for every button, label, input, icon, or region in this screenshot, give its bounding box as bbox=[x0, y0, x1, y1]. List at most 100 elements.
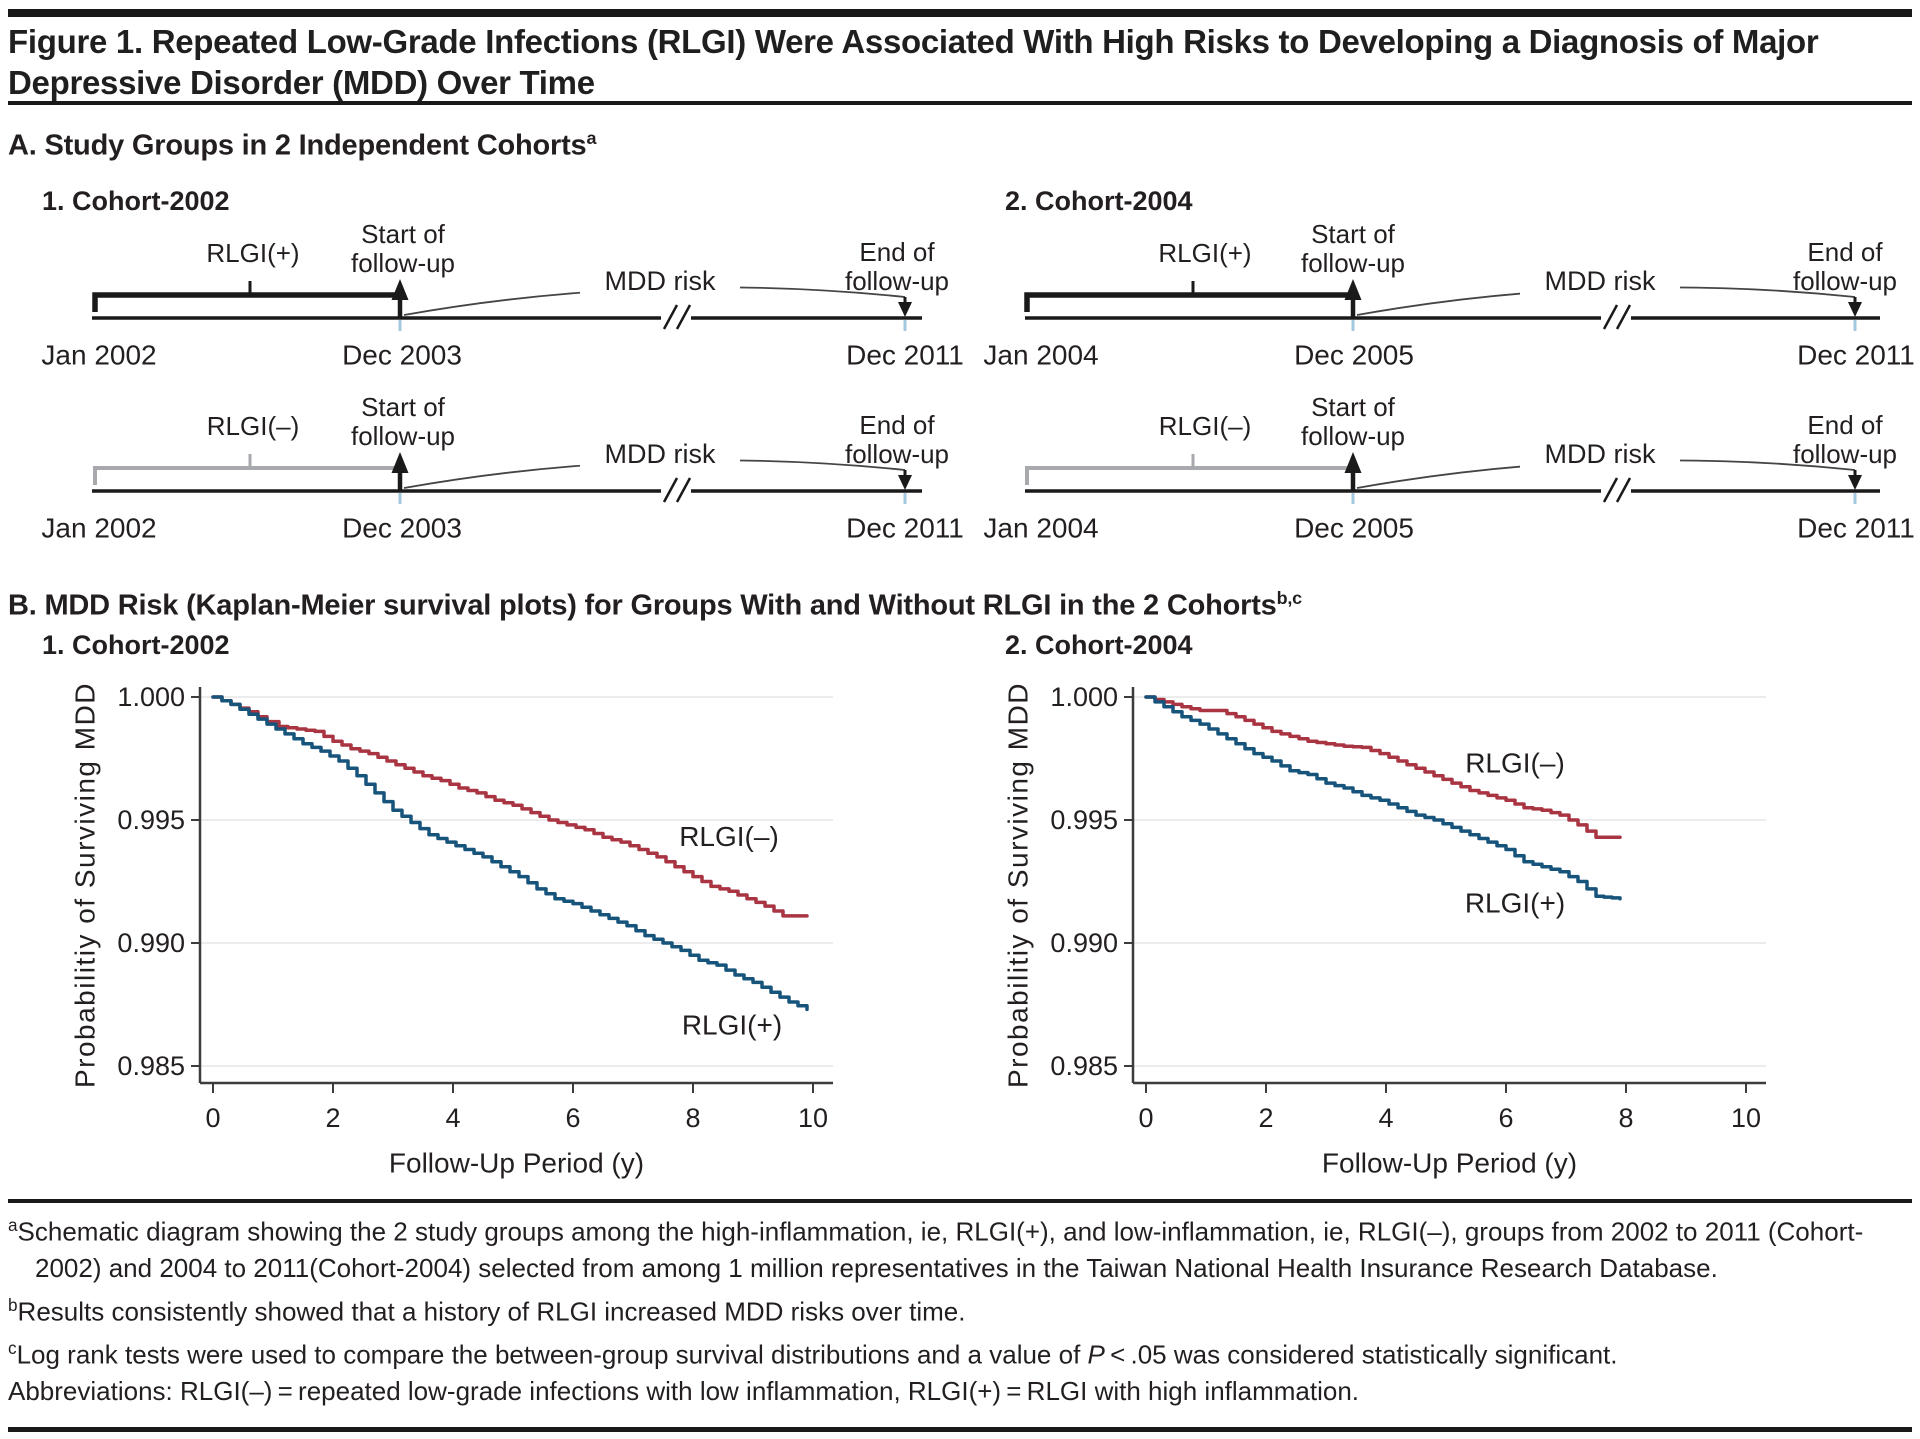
x-axis-title: Follow-Up Period (y) bbox=[1322, 1148, 1577, 1179]
start-date-tick bbox=[1351, 320, 1355, 331]
start-follow-up-label-line2: follow-up bbox=[351, 248, 455, 278]
start-arrow-head bbox=[391, 279, 409, 300]
y-tick-label: 0.985 bbox=[1050, 1051, 1118, 1081]
date-label: Dec 2003 bbox=[342, 513, 462, 544]
km-curve-rlgi-neg bbox=[1144, 695, 1622, 839]
x-tick-label: 0 bbox=[1138, 1103, 1153, 1133]
rlgi-period-bracket bbox=[93, 466, 396, 485]
footnote-b-text: Results consistently showed that a histo… bbox=[17, 1296, 966, 1327]
timeline-cohort2002-rlgi-pos: MDD risk RLGI(+) Start of follow-up End of fo… bbox=[35, 215, 985, 390]
series-label-rlgi-neg: RLGI(–) bbox=[1465, 747, 1565, 778]
group-label: RLGI(–) bbox=[1159, 411, 1251, 441]
rlgi-period-bracket bbox=[1025, 466, 1349, 485]
km-plot-svg: 1.000 0.995 0.990 0.985 0 2 4 6 8 10 Probabilitiy … bbox=[70, 682, 833, 1179]
km-curve-rlgi-pos bbox=[1144, 695, 1622, 901]
section-b-heading-text: B. MDD Risk (Kaplan-Meier survival plots… bbox=[8, 589, 1277, 622]
end-follow-up-label-line1: End of bbox=[859, 237, 935, 267]
date-label: Dec 2005 bbox=[1294, 340, 1414, 371]
axis-break-slash-1 bbox=[1602, 304, 1619, 330]
x-tick-label: 6 bbox=[565, 1103, 580, 1133]
km-plot-svg: 1.000 0.995 0.990 0.985 0 2 4 6 8 10 Probabilitiy … bbox=[1003, 682, 1766, 1179]
x-axis-title: Follow-Up Period (y) bbox=[389, 1148, 644, 1179]
date-label: Dec 2011 bbox=[1797, 513, 1915, 544]
rlgi-period-bracket bbox=[1024, 292, 1349, 312]
end-date-tick bbox=[903, 320, 907, 331]
x-tick-label: 4 bbox=[445, 1103, 460, 1133]
top-bar bbox=[8, 9, 1912, 17]
panel-b-cohort2-subtitle: 2. Cohort-2004 bbox=[1005, 630, 1193, 660]
start-follow-up-label-line2: follow-up bbox=[351, 421, 455, 451]
mdd-risk-label-bg bbox=[580, 266, 740, 296]
start-follow-up-label-line1: Start of bbox=[1311, 392, 1396, 422]
date-label: Dec 2011 bbox=[1797, 340, 1915, 371]
footnote-abbreviations: Abbreviations: RLGI(–) = repeated low-gr… bbox=[8, 1375, 1360, 1406]
timeline-cohort2002-rlgi-neg: MDD risk RLGI(–) Start of follow-up End of fo… bbox=[35, 388, 985, 563]
start-follow-up-label-line2: follow-up bbox=[1301, 248, 1405, 278]
end-date-tick bbox=[1853, 320, 1857, 331]
axis-break-gap bbox=[661, 480, 691, 502]
axis-break-slash-2 bbox=[1615, 304, 1632, 330]
series-label-rlgi-neg: RLGI(–) bbox=[679, 821, 779, 852]
section-b-heading: B. MDD Risk (Kaplan-Meier survival plots… bbox=[8, 588, 1302, 623]
date-label: Jan 2004 bbox=[983, 513, 1098, 544]
bottom-rule bbox=[8, 1427, 1912, 1432]
footnote-c-text-before: Log rank tests were used to compare the … bbox=[16, 1339, 1088, 1370]
end-arrow-head bbox=[898, 475, 912, 490]
start-follow-up-label-line1: Start of bbox=[1311, 219, 1396, 249]
footnote-b: bResults consistently showed that a hist… bbox=[8, 1287, 1908, 1330]
timeline-cohort2004-rlgi-pos: MDD risk RLGI(+) Start of follow-up End of fo… bbox=[965, 215, 1915, 390]
end-follow-up-label-line2: follow-up bbox=[1793, 266, 1897, 296]
start-arrow-head bbox=[1344, 452, 1362, 473]
start-date-tick bbox=[398, 493, 402, 504]
mdd-risk-label-bg bbox=[1520, 266, 1680, 296]
footnote-divider-rule bbox=[8, 1199, 1912, 1203]
date-label: Dec 2005 bbox=[1294, 513, 1414, 544]
y-tick-label: 1.000 bbox=[1050, 682, 1118, 712]
km-plot-cohort2002: 1.000 0.995 0.990 0.985 0 2 4 6 8 10 Probabilitiy … bbox=[70, 660, 860, 1180]
mdd-risk-label-bg bbox=[1520, 439, 1680, 469]
end-arrow-head bbox=[1848, 475, 1862, 490]
axis-break-slash-1 bbox=[662, 304, 679, 330]
footnote-c-p-symbol: P bbox=[1087, 1339, 1105, 1370]
mdd-risk-label: MDD risk bbox=[1545, 266, 1656, 296]
timeline-cohort2004-rlgi-neg: MDD risk RLGI(–) Start of follow-up End of fo… bbox=[965, 388, 1915, 563]
end-date-tick bbox=[903, 493, 907, 504]
series-label-rlgi-pos: RLGI(+) bbox=[1465, 887, 1565, 918]
section-a-footnote-marker: a bbox=[586, 128, 597, 148]
x-tick-label: 4 bbox=[1378, 1103, 1393, 1133]
y-tick-label: 1.000 bbox=[117, 682, 185, 712]
y-axis-title: Probabilitiy of Surviving MDD bbox=[1003, 682, 1034, 1088]
footnote-b-marker: b bbox=[8, 1294, 18, 1315]
end-arrow-head bbox=[898, 302, 912, 317]
end-follow-up-label-line2: follow-up bbox=[845, 439, 949, 469]
section-a-heading-text: A. Study Groups in 2 Independent Cohorts bbox=[8, 129, 587, 162]
y-tick-label: 0.995 bbox=[117, 805, 185, 835]
date-label: Dec 2003 bbox=[342, 340, 462, 371]
axis-break-gap bbox=[1601, 480, 1631, 502]
date-label: Jan 2002 bbox=[41, 340, 156, 371]
start-date-tick bbox=[398, 320, 402, 331]
end-arrow-head bbox=[1848, 302, 1862, 317]
end-date-tick bbox=[1853, 493, 1857, 504]
mdd-risk-label: MDD risk bbox=[605, 266, 716, 296]
footnote-a-text: Schematic diagram showing the 2 study gr… bbox=[17, 1216, 1864, 1284]
y-tick-label: 0.985 bbox=[117, 1051, 185, 1081]
x-tick-label: 2 bbox=[325, 1103, 340, 1133]
km-curve-rlgi-neg bbox=[211, 695, 809, 918]
start-arrow-head bbox=[1344, 279, 1362, 300]
start-follow-up-label-line2: follow-up bbox=[1301, 421, 1405, 451]
start-date-tick bbox=[1351, 493, 1355, 504]
group-label: RLGI(+) bbox=[206, 238, 299, 268]
date-label: Dec 2011 bbox=[846, 340, 964, 371]
group-label: RLGI(+) bbox=[1158, 238, 1251, 268]
date-label: Dec 2011 bbox=[846, 513, 964, 544]
end-follow-up-label-line1: End of bbox=[1807, 237, 1883, 267]
panel-b-cohort1-subtitle: 1. Cohort-2002 bbox=[42, 630, 230, 660]
km-plot-cohort2004: 1.000 0.995 0.990 0.985 0 2 4 6 8 10 Probabilitiy … bbox=[1003, 660, 1793, 1180]
x-tick-label: 10 bbox=[1731, 1103, 1761, 1133]
y-tick-label: 0.990 bbox=[1050, 928, 1118, 958]
